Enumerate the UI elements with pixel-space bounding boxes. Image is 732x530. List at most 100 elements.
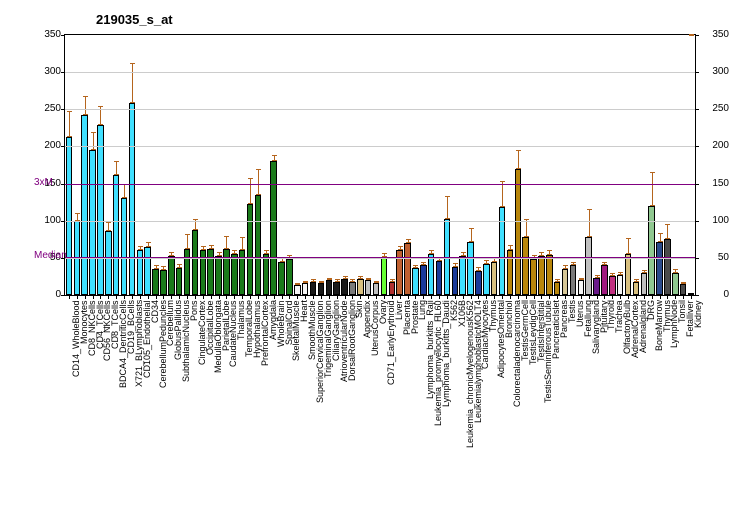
xtickmark: [289, 295, 290, 299]
error-bar: [360, 276, 361, 278]
bar: [66, 137, 72, 295]
bar: [585, 237, 591, 295]
ytick-right: 250: [695, 103, 729, 114]
bar: [105, 231, 111, 295]
xtickmark: [447, 295, 448, 299]
ytick-left: 200: [31, 140, 65, 151]
xtickmark: [518, 295, 519, 299]
error-bar: [581, 278, 582, 280]
error-bar: [652, 172, 653, 205]
bar: [81, 115, 87, 296]
bar: [223, 249, 229, 295]
tickmark: [695, 258, 699, 259]
xtickmark: [455, 295, 456, 299]
xtickmark: [179, 295, 180, 299]
tickmark: [61, 146, 65, 147]
bar: [562, 269, 568, 295]
xtickmark: [652, 295, 653, 299]
ytick-left: 350: [31, 29, 65, 40]
bar: [286, 259, 292, 295]
bar: [515, 169, 521, 295]
error-bar: [675, 269, 676, 273]
ref-line-3xM: [65, 184, 695, 185]
xtickmark: [486, 295, 487, 299]
xtickmark: [494, 295, 495, 299]
error-bar: [589, 209, 590, 237]
bar: [302, 283, 308, 295]
bar: [381, 257, 387, 295]
error-bar: [565, 265, 566, 269]
error-bar: [510, 245, 511, 251]
error-bar: [234, 250, 235, 254]
bar: [89, 150, 95, 295]
bar: [609, 276, 615, 295]
ytick-left: 100: [31, 215, 65, 226]
bar: [129, 103, 135, 295]
bar: [333, 282, 339, 295]
error-bar: [171, 252, 172, 256]
bar: [664, 239, 670, 295]
xtickmark: [565, 295, 566, 299]
xtickmark: [93, 295, 94, 299]
error-bar: [266, 250, 267, 254]
ytick-left: 0: [31, 289, 65, 300]
bar: [152, 269, 158, 295]
bar: [641, 273, 647, 295]
xtickmark: [211, 295, 212, 299]
xtickmark: [242, 295, 243, 299]
ytick-right: 0: [695, 289, 729, 300]
xtickmark: [116, 295, 117, 299]
bar: [578, 280, 584, 295]
bar: [617, 275, 623, 295]
xtickmark: [581, 295, 582, 299]
xtickmark: [250, 295, 251, 299]
xtickmark: [691, 295, 692, 299]
xtickmark: [400, 295, 401, 299]
chart-title: 219035_s_at: [96, 12, 173, 27]
xtickmark: [557, 295, 558, 299]
error-bar: [423, 262, 424, 266]
error-bar: [455, 263, 456, 267]
xtickmark: [683, 295, 684, 299]
bar: [452, 267, 458, 295]
xtickmark: [502, 295, 503, 299]
bar: [546, 255, 552, 295]
error-bar: [573, 262, 574, 266]
bar: [215, 256, 221, 295]
xtickmark: [297, 295, 298, 299]
error-bar: [226, 236, 227, 249]
bar: [593, 278, 599, 295]
error-bar: [486, 260, 487, 264]
bar: [349, 282, 355, 295]
xtickmark: [282, 295, 283, 299]
bar: [113, 175, 119, 295]
xtickmark: [423, 295, 424, 299]
error-bar: [211, 245, 212, 249]
bar: [278, 262, 284, 295]
ytick-right: 200: [695, 140, 729, 151]
error-bar: [463, 252, 464, 256]
tickmark: [695, 109, 699, 110]
error-bar: [683, 282, 684, 284]
xlabel: Kidney: [693, 300, 703, 328]
error-bar: [274, 155, 275, 161]
bar: [436, 261, 442, 295]
xtickmark: [510, 295, 511, 299]
xtickmark: [660, 295, 661, 299]
error-bar: [163, 266, 164, 270]
bar: [459, 256, 465, 295]
bar: [656, 242, 662, 295]
error-bar: [541, 252, 542, 256]
gridline: [65, 146, 695, 147]
xtickmark: [675, 295, 676, 299]
xtickmark: [266, 295, 267, 299]
xtickmark: [415, 295, 416, 299]
xtickmark: [597, 295, 598, 299]
xtickmark: [219, 295, 220, 299]
bar: [420, 265, 426, 295]
xtickmark: [604, 295, 605, 299]
xtickmark: [148, 295, 149, 299]
bar: [530, 259, 536, 295]
bar: [168, 256, 174, 295]
error-bar: [93, 132, 94, 150]
